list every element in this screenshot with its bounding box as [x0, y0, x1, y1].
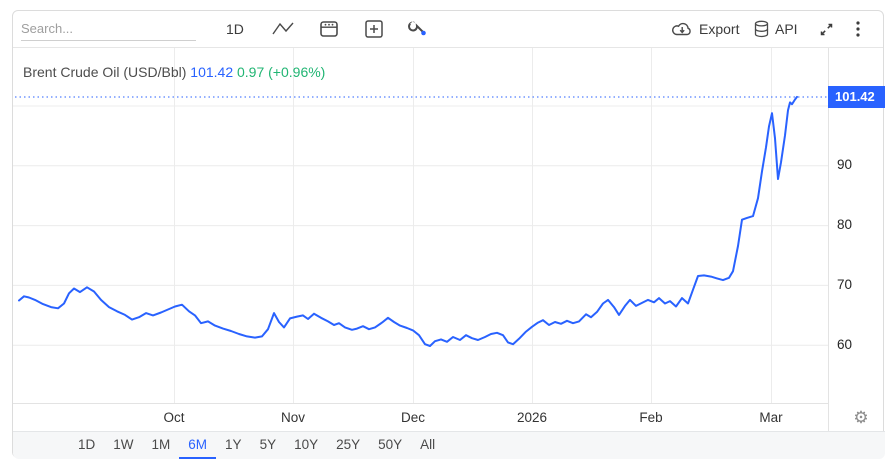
- range-button-1w[interactable]: 1W: [104, 432, 142, 459]
- api-label: API: [775, 21, 798, 37]
- x-axis-label: Oct: [163, 410, 185, 425]
- x-axis: Oct Nov Dec 2026 Feb Mar ⚙: [13, 404, 885, 431]
- compare-add-button[interactable]: [364, 11, 384, 47]
- instrument-name: Brent Crude Oil (USD/Bbl): [23, 64, 187, 80]
- database-icon: [753, 20, 770, 38]
- kebab-menu-icon: [855, 19, 861, 39]
- y-axis-label: 70: [837, 276, 853, 292]
- export-cloud-icon: [671, 21, 693, 37]
- price-line-chart[interactable]: [13, 48, 885, 404]
- x-axis-label: 2026: [516, 410, 548, 425]
- interval-selector[interactable]: 1D: [226, 11, 244, 47]
- range-button-10y[interactable]: 10Y: [285, 432, 327, 459]
- y-axis-separator: [828, 48, 829, 431]
- fullscreen-button[interactable]: [817, 11, 836, 47]
- export-button[interactable]: Export: [671, 11, 739, 47]
- more-menu-button[interactable]: [855, 11, 861, 47]
- last-price-badge: 101.42: [828, 85, 885, 108]
- range-button-1y[interactable]: 1Y: [216, 432, 251, 459]
- chart-widget: 1D: [12, 10, 885, 459]
- line-chart-icon: [271, 21, 295, 37]
- y-axis-label: 60: [837, 336, 853, 352]
- range-button-1m[interactable]: 1M: [143, 432, 180, 459]
- range-button-all[interactable]: All: [411, 432, 444, 459]
- calendar-button[interactable]: [319, 11, 339, 47]
- x-axis-label: Dec: [400, 410, 426, 425]
- export-label: Export: [699, 21, 740, 37]
- interval-label: 1D: [226, 21, 244, 37]
- chart-title: Brent Crude Oil (USD/Bbl) 101.42 0.97 (+…: [23, 64, 325, 80]
- x-axis-label: Nov: [280, 410, 306, 425]
- range-button-25y[interactable]: 25Y: [327, 432, 369, 459]
- chart-style-button[interactable]: [271, 11, 295, 47]
- range-button-50y[interactable]: 50Y: [369, 432, 411, 459]
- range-selector-bar: 1D 1W 1M 6M 1Y 5Y 10Y 25Y 50Y All: [13, 431, 885, 459]
- search-input[interactable]: [21, 17, 196, 41]
- calendar-icon: [319, 19, 339, 39]
- x-axis-label: Feb: [639, 410, 663, 425]
- range-button-6m[interactable]: 6M: [179, 432, 217, 459]
- plus-square-icon: [364, 19, 384, 39]
- y-axis-label: 80: [837, 217, 853, 233]
- price-change: 0.97 (+0.96%): [237, 64, 326, 80]
- x-axis-label: Mar: [759, 410, 783, 425]
- chart-settings-gear-icon[interactable]: ⚙: [849, 406, 873, 430]
- toolbar: 1D: [13, 11, 883, 48]
- tools-button[interactable]: [408, 11, 428, 47]
- range-button-5y[interactable]: 5Y: [251, 432, 286, 459]
- chart-region[interactable]: Brent Crude Oil (USD/Bbl) 101.42 0.97 (+…: [13, 48, 885, 431]
- wrench-icon: [408, 19, 428, 39]
- api-button[interactable]: API: [753, 11, 798, 47]
- last-price: 101.42: [190, 64, 234, 80]
- fullscreen-icon: [817, 20, 836, 39]
- y-axis-label: 90: [837, 157, 853, 173]
- range-button-1d[interactable]: 1D: [69, 432, 104, 459]
